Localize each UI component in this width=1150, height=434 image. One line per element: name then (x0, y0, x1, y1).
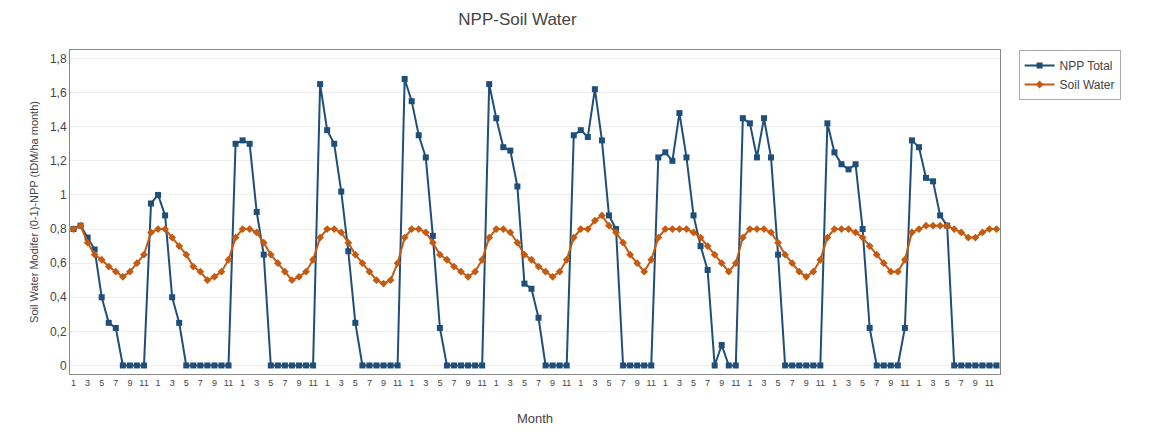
svg-text:0,8: 0,8 (50, 222, 67, 236)
svg-text:9: 9 (635, 378, 640, 388)
svg-text:5: 5 (353, 378, 358, 388)
svg-text:9: 9 (719, 378, 724, 388)
svg-text:5: 5 (268, 378, 273, 388)
svg-text:5: 5 (437, 378, 442, 388)
svg-text:1: 1 (156, 378, 161, 388)
svg-text:5: 5 (99, 378, 104, 388)
svg-text:9: 9 (127, 378, 132, 388)
svg-text:7: 7 (536, 378, 541, 388)
svg-text:9: 9 (466, 378, 471, 388)
svg-text:1: 1 (832, 378, 837, 388)
svg-text:7: 7 (367, 378, 372, 388)
svg-text:3: 3 (85, 378, 90, 388)
svg-text:3: 3 (254, 378, 259, 388)
svg-text:7: 7 (959, 378, 964, 388)
svg-text:1,6: 1,6 (50, 86, 67, 100)
svg-text:7: 7 (705, 378, 710, 388)
svg-text:5: 5 (184, 378, 189, 388)
svg-text:7: 7 (113, 378, 118, 388)
svg-text:0,2: 0,2 (50, 325, 67, 339)
svg-text:11: 11 (647, 378, 656, 388)
svg-text:5: 5 (606, 378, 611, 388)
svg-text:1,8: 1,8 (50, 52, 67, 66)
svg-text:1: 1 (916, 378, 921, 388)
svg-text:5: 5 (691, 378, 696, 388)
svg-text:0,4: 0,4 (50, 290, 67, 304)
svg-text:5: 5 (522, 378, 527, 388)
svg-text:1: 1 (240, 378, 245, 388)
svg-text:3: 3 (846, 378, 851, 388)
svg-text:1,2: 1,2 (50, 154, 67, 168)
svg-text:7: 7 (874, 378, 879, 388)
svg-text:3: 3 (339, 378, 344, 388)
svg-text:3: 3 (677, 378, 682, 388)
svg-text:1: 1 (325, 378, 330, 388)
svg-text:9: 9 (212, 378, 217, 388)
svg-text:1,4: 1,4 (50, 120, 67, 134)
svg-text:1: 1 (663, 378, 668, 388)
svg-text:11: 11 (393, 378, 402, 388)
svg-text:11: 11 (477, 378, 486, 388)
svg-text:7: 7 (282, 378, 287, 388)
svg-text:0: 0 (60, 359, 67, 373)
svg-text:11: 11 (731, 378, 740, 388)
svg-text:3: 3 (423, 378, 428, 388)
svg-text:1: 1 (409, 378, 414, 388)
svg-text:Soil Water Modifer (0-1)-NPP (: Soil Water Modifer (0-1)-NPP (tDM/ha mon… (28, 101, 40, 323)
svg-text:3: 3 (592, 378, 597, 388)
svg-text:9: 9 (888, 378, 893, 388)
svg-text:1: 1 (60, 188, 67, 202)
svg-text:9: 9 (381, 378, 386, 388)
svg-text:11: 11 (308, 378, 317, 388)
svg-text:3: 3 (508, 378, 513, 388)
svg-text:11: 11 (224, 378, 233, 388)
svg-text:7: 7 (790, 378, 795, 388)
svg-text:11: 11 (985, 378, 994, 388)
svg-text:7: 7 (451, 378, 456, 388)
svg-text:9: 9 (296, 378, 301, 388)
svg-text:9: 9 (973, 378, 978, 388)
svg-text:11: 11 (900, 378, 909, 388)
svg-text:1: 1 (578, 378, 583, 388)
svg-text:NPP-Soil Water: NPP-Soil Water (458, 10, 577, 29)
svg-text:9: 9 (804, 378, 809, 388)
svg-text:9: 9 (550, 378, 555, 388)
svg-text:11: 11 (816, 378, 825, 388)
svg-text:11: 11 (562, 378, 571, 388)
svg-text:5: 5 (860, 378, 865, 388)
svg-text:11: 11 (139, 378, 148, 388)
svg-text:Soil Water: Soil Water (1060, 78, 1115, 92)
svg-text:5: 5 (945, 378, 950, 388)
svg-text:3: 3 (931, 378, 936, 388)
svg-text:3: 3 (761, 378, 766, 388)
svg-text:5: 5 (776, 378, 781, 388)
svg-text:0,6: 0,6 (50, 256, 67, 270)
svg-text:1: 1 (71, 378, 76, 388)
svg-text:1: 1 (494, 378, 499, 388)
svg-text:1: 1 (747, 378, 752, 388)
svg-text:3: 3 (170, 378, 175, 388)
svg-text:Month: Month (517, 411, 553, 426)
svg-text:NPP Total: NPP Total (1060, 59, 1113, 73)
svg-text:7: 7 (621, 378, 626, 388)
svg-text:7: 7 (198, 378, 203, 388)
